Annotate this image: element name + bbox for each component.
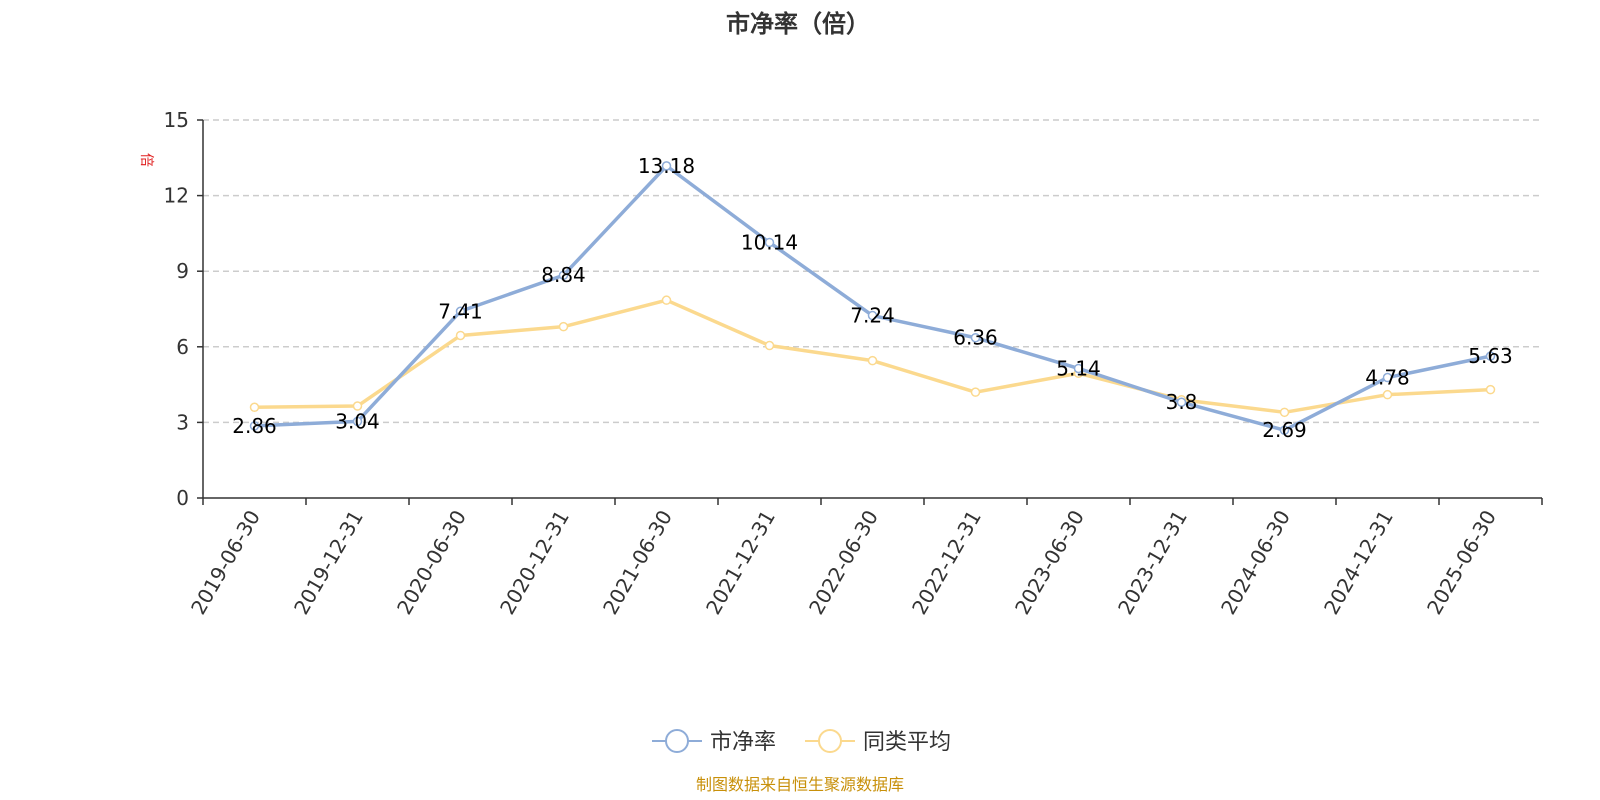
legend-item-1[interactable]: 同类平均 (805, 729, 951, 755)
series-0-point-7[interactable] (970, 332, 981, 343)
data-label-1: 3.04 (335, 409, 380, 433)
series-1-point-5[interactable] (764, 340, 775, 351)
x-tick-label-3: 2020-12-31 (495, 506, 574, 619)
y-axis-unit: 倍 (138, 153, 154, 167)
x-tick-label-7: 2022-12-31 (907, 506, 986, 619)
series-1-point-6[interactable] (867, 355, 878, 366)
data-label-5: 10.14 (741, 230, 798, 254)
series-0-point-4[interactable] (661, 161, 672, 171)
legend-item-0[interactable]: 市净率 (652, 729, 776, 755)
x-tick-label-0: 2019-06-30 (186, 506, 265, 619)
x-tick-label-1: 2019-12-31 (289, 506, 368, 619)
data-label-12: 5.63 (1468, 344, 1513, 368)
series-1-point-2[interactable] (455, 330, 466, 341)
source-note: 制图数据来自恒生聚源数据库 (696, 775, 904, 794)
x-tick-label-8: 2023-06-30 (1010, 506, 1089, 619)
legend-label-1: 同类平均 (863, 730, 951, 755)
y-tick-label-1: 3 (176, 410, 189, 434)
series-0-point-12[interactable] (1485, 351, 1496, 361)
legend-label-0: 市净率 (710, 730, 776, 755)
series-1-point-10[interactable] (1279, 407, 1290, 418)
data-label-7: 6.36 (953, 326, 998, 350)
series-0-point-9[interactable] (1176, 397, 1187, 407)
data-label-10: 2.69 (1262, 418, 1307, 442)
series-0-point-10[interactable] (1279, 425, 1290, 435)
series-lines (249, 161, 1496, 435)
x-tick-label-6: 2022-06-30 (804, 506, 883, 619)
series-1-point-12[interactable] (1485, 384, 1496, 395)
series-1-point-4[interactable] (661, 295, 672, 305)
series-0-point-3[interactable] (558, 270, 569, 280)
axes: 0 3 6 9 12 15 2019-06-30 2019-12-31 2020-06-30 20… (164, 108, 1543, 619)
data-label-3: 8.84 (541, 263, 586, 287)
series-1-point-7[interactable] (970, 387, 981, 397)
x-tick-label-9: 2023-12-31 (1113, 506, 1192, 619)
data-label-9: 3.8 (1166, 390, 1198, 414)
series-0-point-6[interactable] (867, 310, 878, 321)
legend-marker-1 (818, 729, 842, 753)
data-label-0: 2.86 (232, 414, 277, 438)
series-0-point-11[interactable] (1382, 372, 1393, 383)
x-tick-label-12: 2025-06-30 (1422, 506, 1501, 619)
data-label-11: 4.78 (1365, 366, 1410, 390)
series-0-point-5[interactable] (764, 237, 775, 248)
data-label-2: 7.41 (438, 299, 483, 323)
data-label-6: 7.24 (850, 304, 895, 328)
series-1-point-1[interactable] (352, 401, 363, 411)
data-label-8: 5.14 (1056, 356, 1101, 380)
y-tick-label-4: 12 (164, 184, 189, 208)
series-0-point-0[interactable] (249, 421, 260, 431)
series-1-point-3[interactable] (558, 321, 569, 332)
data-labels: 2.86 3.04 7.41 8.84 13.18 10.14 7.24 6.36 5.14 3.… (232, 154, 1513, 442)
y-tick-label-5: 15 (164, 108, 189, 132)
series-0-point-8[interactable] (1073, 363, 1084, 374)
data-label-4: 13.18 (638, 154, 695, 178)
series-line-0 (254, 164, 1491, 432)
series-1-point-0[interactable] (249, 402, 260, 413)
x-tick-label-4: 2021-06-30 (598, 506, 677, 619)
chart-title: 市净率（倍） (726, 10, 870, 38)
y-tick-label-2: 6 (176, 335, 189, 359)
series-1-point-11[interactable] (1382, 389, 1393, 400)
x-tick-label-11: 2024-12-31 (1319, 506, 1398, 619)
series-0-point-2[interactable] (455, 306, 466, 317)
legend-marker-0 (665, 729, 689, 753)
legend[interactable]: 市净率 同类平均 (652, 729, 951, 755)
x-tick-label-5: 2021-12-31 (701, 506, 780, 619)
y-tick-label-3: 9 (176, 259, 189, 283)
x-tick-label-2: 2020-06-30 (392, 506, 471, 619)
x-tick-label-10: 2024-06-30 (1216, 506, 1295, 619)
y-tick-label-0: 0 (176, 486, 189, 510)
grid-lines (203, 119, 1542, 424)
series-0-point-1[interactable] (352, 416, 363, 427)
